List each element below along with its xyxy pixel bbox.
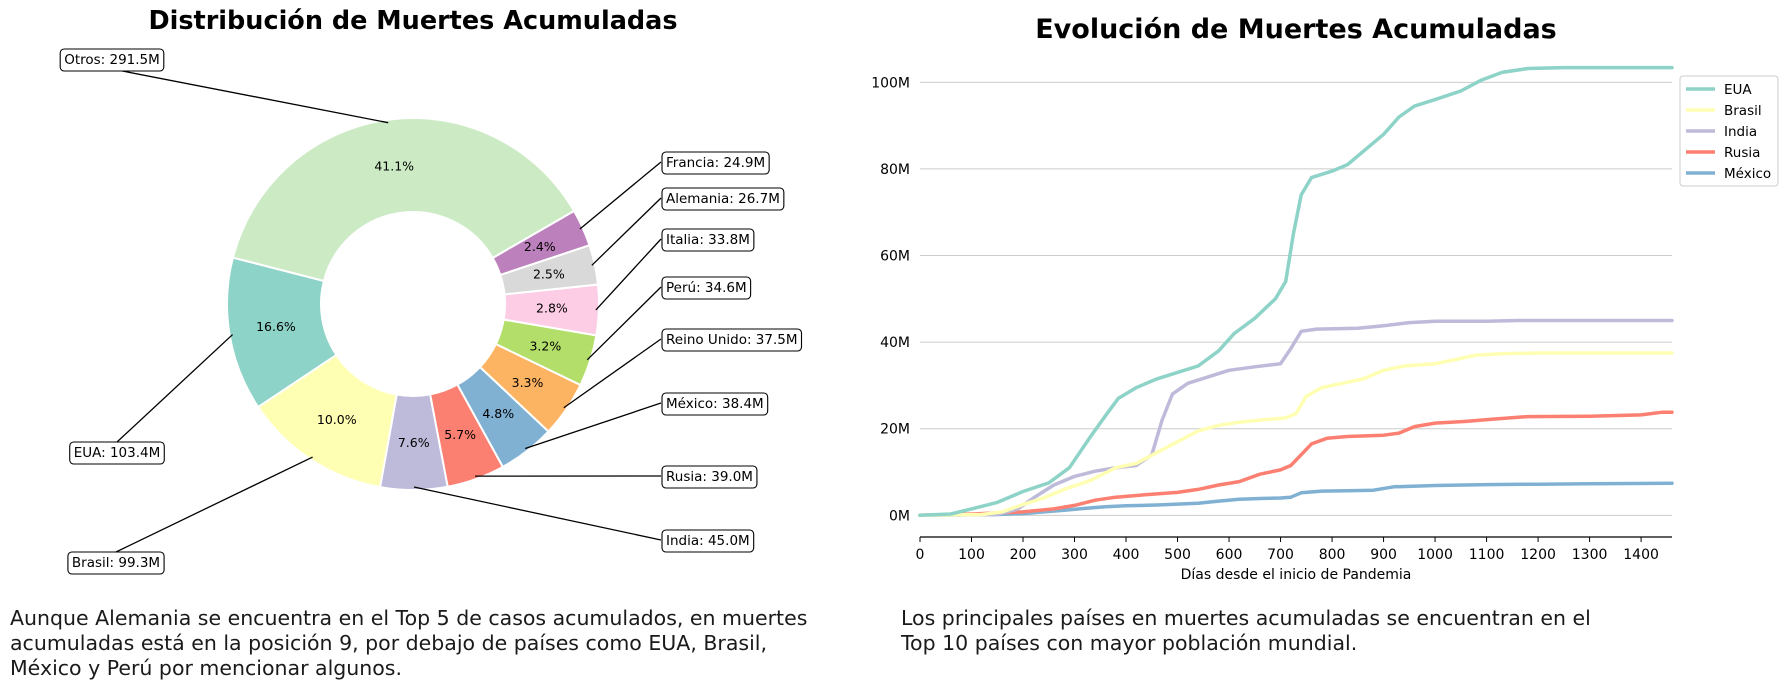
pie-callout-label: India: 45.0M (666, 533, 750, 549)
pie-pct-label: 2.4% (524, 239, 556, 254)
pie-callout-box (661, 328, 803, 352)
x-tick-label: 1400 (1623, 547, 1659, 563)
pie-callout-label: Alemania: 26.7M (666, 191, 780, 207)
x-tick-label: 400 (1113, 547, 1140, 563)
pie-pct-label: 2.5% (533, 267, 565, 282)
pie-pct-label: 10.0% (317, 412, 357, 427)
pie-callout-label: Brasil: 99.3M (72, 555, 160, 571)
y-tick-label: 40M (880, 335, 910, 351)
x-tick-label: 100 (958, 547, 985, 563)
legend-label: EUA (1724, 82, 1752, 98)
legend-label: Brasil (1724, 103, 1762, 119)
legend-label: India (1724, 124, 1757, 140)
donut-chart: Distribución de Muertes Acumuladas 41.1%… (59, 6, 803, 575)
series-line-rusia (918, 410, 1674, 518)
x-tick-label: 0 (916, 547, 925, 563)
pie-leader-line (413, 486, 662, 541)
left-caption: Aunque Alemania se encuentra en el Top 5… (10, 606, 808, 680)
pie-slice-francia (491, 209, 591, 277)
y-tick-label: 80M (880, 162, 910, 178)
y-tick-label: 20M (880, 422, 910, 438)
x-tick-label: 800 (1319, 547, 1346, 563)
pie-callout-box (661, 228, 755, 252)
legend-box (1679, 75, 1779, 187)
x-tick-label: 1300 (1572, 547, 1608, 563)
x-tick-label: 1100 (1469, 547, 1505, 563)
pie-leader-line (591, 197, 662, 266)
pie-pct-label: 16.6% (256, 319, 296, 334)
legend-label: Rusia (1724, 145, 1760, 161)
x-tick-label: 600 (1216, 547, 1243, 563)
pie-callout-box (67, 551, 165, 575)
line-chart: Evolución de Muertes Acumuladas Días des… (871, 14, 1779, 583)
pie-pct-label: 4.8% (482, 406, 514, 421)
pie-pct-label: 3.3% (512, 375, 544, 390)
line-title: Evolución de Muertes Acumuladas (1035, 14, 1557, 45)
pie-slice-otros (231, 117, 576, 283)
series-line-india (918, 318, 1674, 518)
pie-callout-box (661, 276, 752, 300)
pie-callout-box (661, 529, 755, 553)
pie-callout-box (69, 441, 165, 465)
pie-pct-label: 3.2% (529, 338, 561, 353)
pie-leader-line (116, 334, 234, 443)
pie-callout-box (661, 187, 785, 211)
pie-pct-label: 41.1% (374, 158, 414, 173)
series-line-eua (918, 65, 1674, 518)
pie-callout-box (661, 465, 758, 489)
x-tick-label: 700 (1267, 547, 1294, 563)
y-tick-label: 0M (889, 508, 910, 524)
pie-leader-line (586, 286, 662, 361)
pie-callout-label: Rusia: 39.0M (666, 469, 753, 485)
pie-leader-line (595, 238, 662, 311)
pie-title: Distribución de Muertes Acumuladas (148, 6, 677, 36)
pie-pct-label: 5.7% (444, 427, 476, 442)
pie-pct-label: 7.6% (398, 435, 430, 450)
pie-callout-label: México: 38.4M (666, 396, 764, 412)
x-tick-label: 1000 (1417, 547, 1453, 563)
pie-callout-label: Francia: 24.9M (666, 155, 765, 171)
x-tick-label: 1200 (1520, 547, 1556, 563)
series-line-méxico (918, 481, 1674, 518)
x-axis-label: Días desde el inicio de Pandemia (1181, 567, 1412, 583)
y-tick-label: 100M (871, 75, 910, 91)
pie-leader-line (563, 338, 662, 409)
pie-leader-line (579, 161, 662, 230)
x-tick-label: 900 (1370, 547, 1397, 563)
pie-callout-label: Reino Unido: 37.5M (666, 332, 798, 348)
pie-pct-label: 2.8% (536, 301, 568, 316)
y-tick-label: 60M (880, 249, 910, 265)
series-line-brasil (918, 351, 1674, 518)
pie-callout-label: Italia: 33.8M (666, 232, 750, 248)
x-tick-label: 500 (1164, 547, 1191, 563)
pie-leader-line (525, 402, 662, 450)
pie-callout-box (59, 48, 165, 72)
pie-leader-line (111, 68, 389, 124)
pie-leader-line (115, 456, 313, 553)
x-tick-label: 300 (1061, 547, 1088, 563)
legend-label: México (1724, 166, 1771, 182)
pie-callout-label: EUA: 103.4M (74, 445, 161, 461)
pie-callout-label: Otros: 291.5M (64, 52, 160, 68)
x-tick-label: 200 (1010, 547, 1037, 563)
pie-callout-box (661, 392, 769, 416)
pie-callout-label: Perú: 34.6M (666, 280, 747, 296)
right-caption: Los principales países en muertes acumul… (901, 606, 1591, 655)
pie-callout-box (661, 151, 770, 175)
